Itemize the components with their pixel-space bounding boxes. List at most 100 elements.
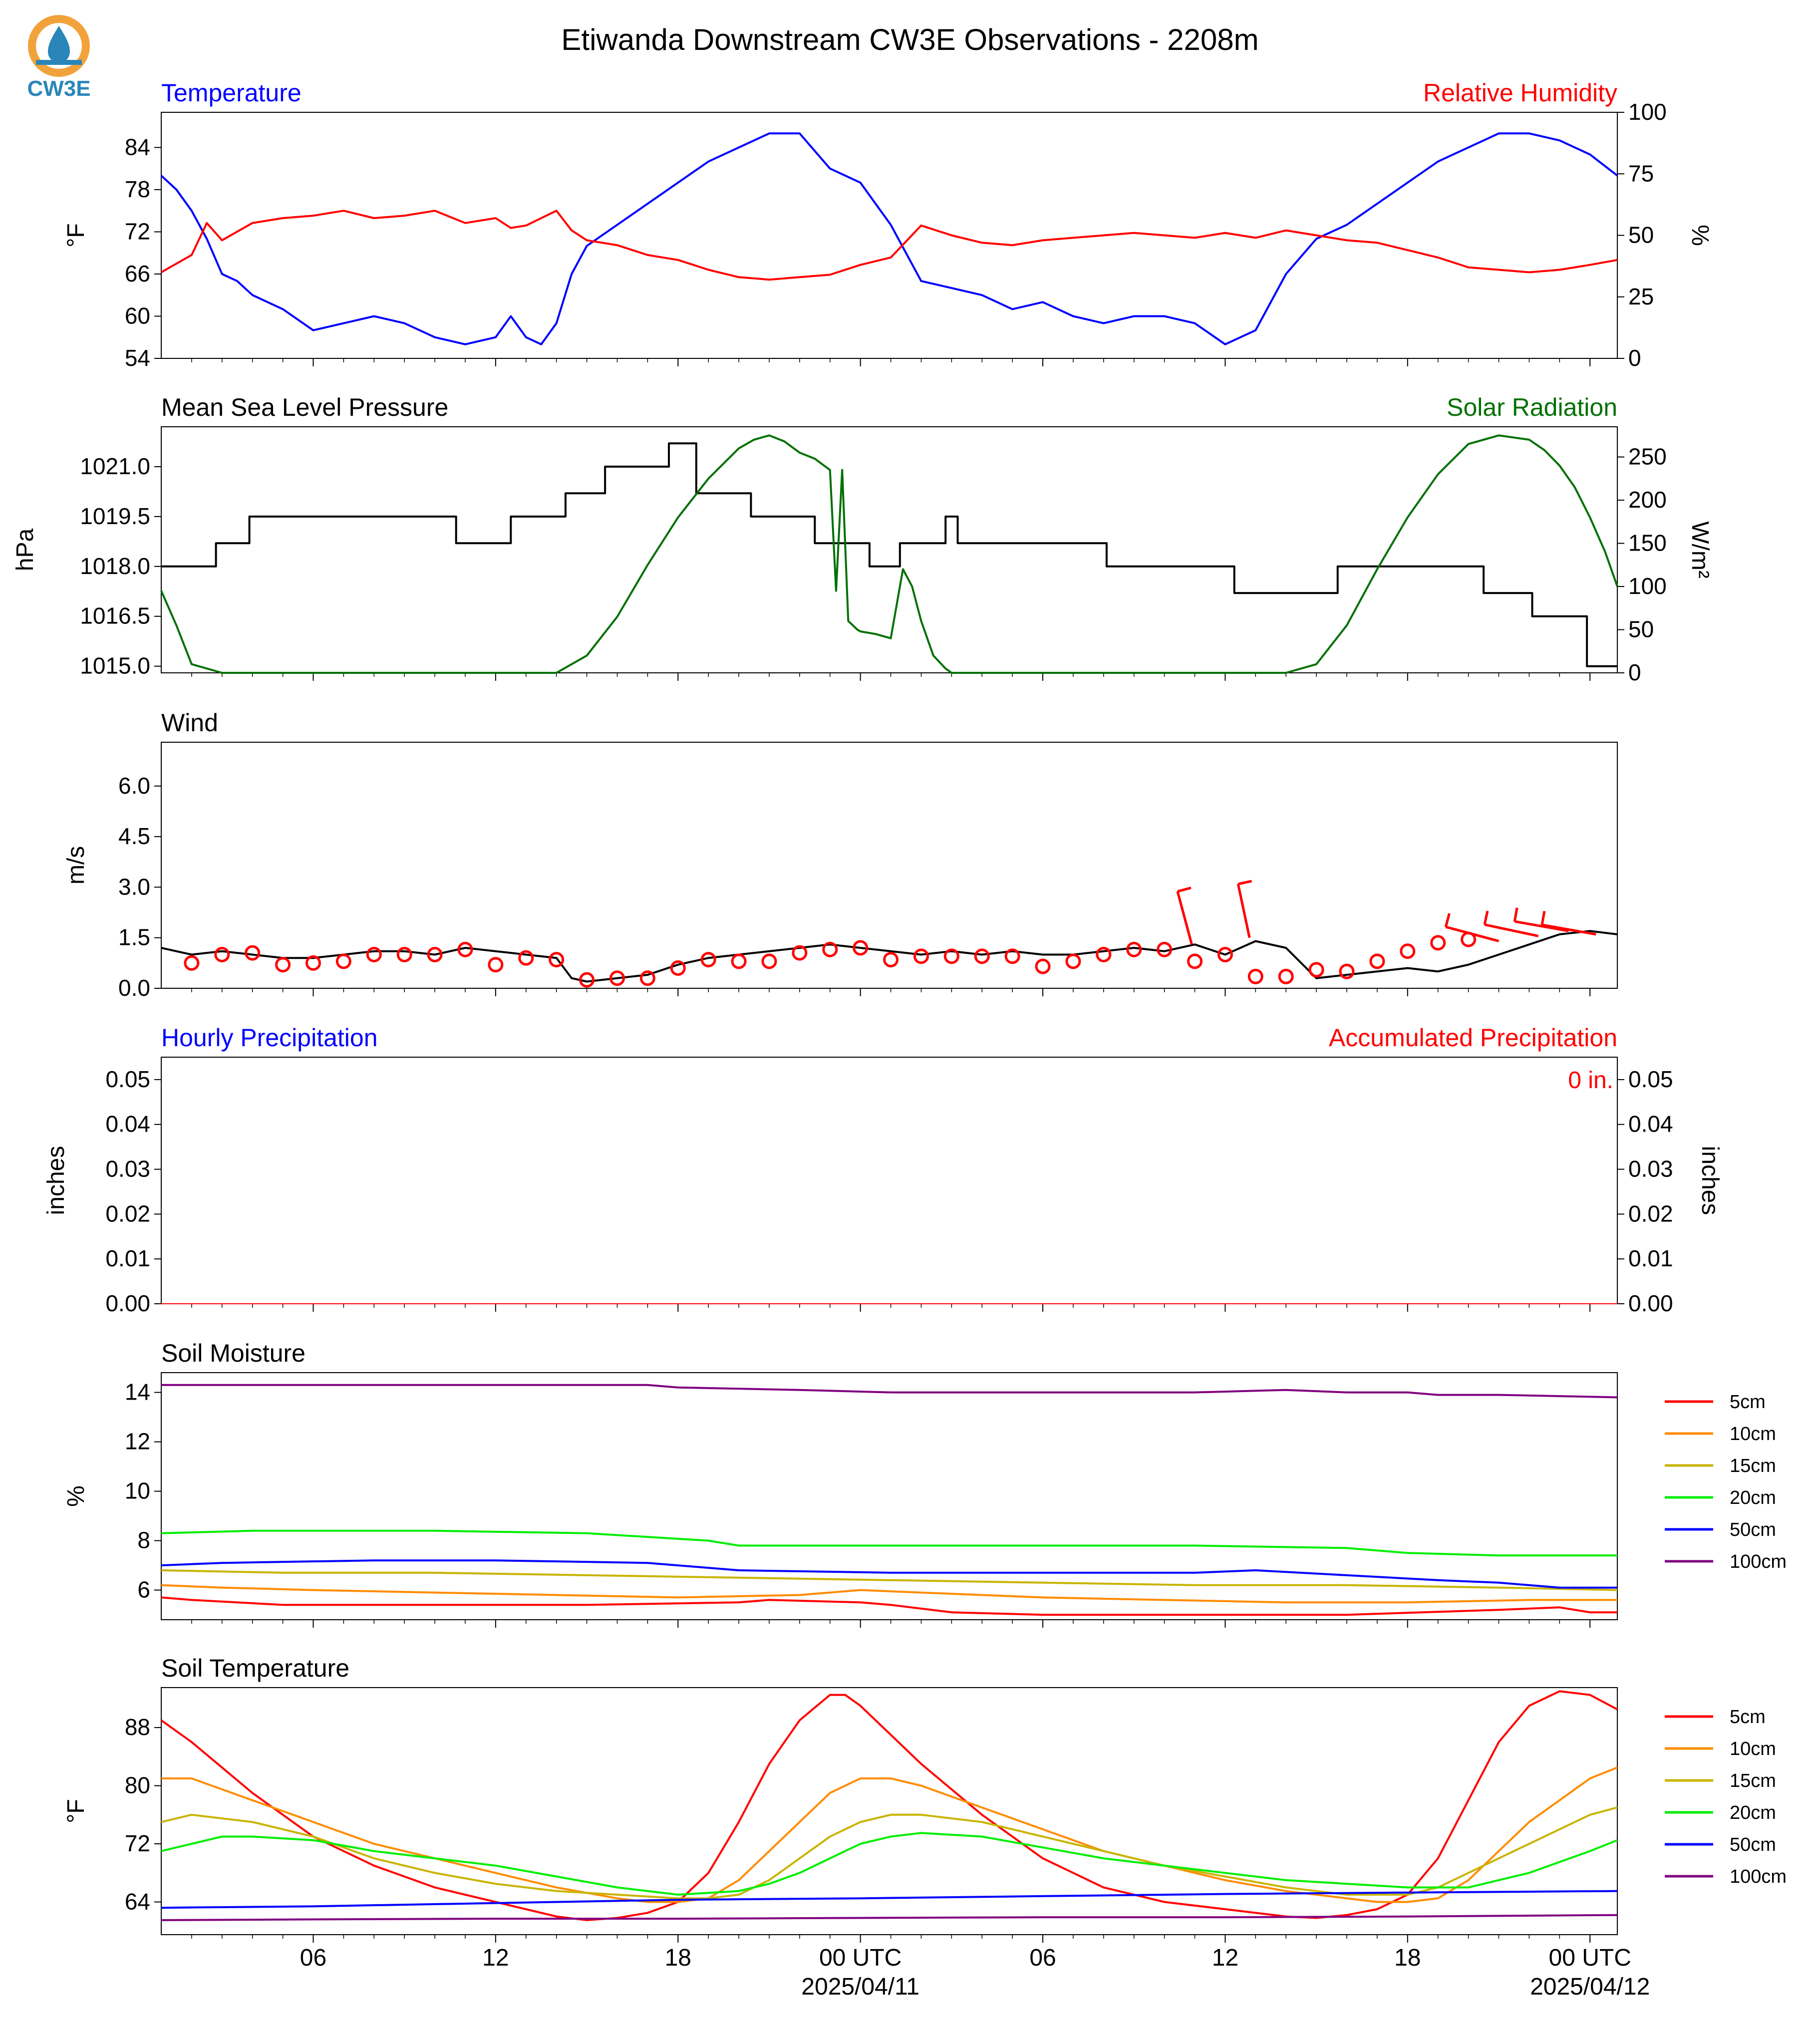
y-tick-label: 1016.5: [80, 603, 150, 629]
y-tick-label: 1.5: [118, 924, 150, 950]
legend-label: 50cm: [1730, 1519, 1776, 1540]
wind-marker: [639, 970, 655, 986]
y2-tick-label: 200: [1628, 487, 1667, 513]
wind-barb: [1445, 925, 1500, 942]
x-date-label: 2025/04/11: [801, 1974, 919, 2000]
wind-marker: [1430, 935, 1446, 951]
series-line-right: [160, 434, 1618, 674]
wind-marker: [1247, 968, 1263, 984]
x-tick-label: 12: [1212, 1945, 1238, 1971]
y-axis-label: %: [63, 1485, 89, 1507]
legend-label: 15cm: [1730, 1455, 1776, 1476]
y-axis-label: inches: [43, 1146, 69, 1215]
wind-marker: [792, 945, 808, 961]
panel-label-left: Mean Sea Level Pressure: [161, 393, 448, 421]
chart-title: Etiwanda Downstream CW3E Observations - …: [561, 23, 1258, 56]
wind-barb-flag: [1513, 907, 1518, 922]
y-tick-label: 0.00: [105, 1290, 150, 1316]
plot-area: [161, 112, 1618, 359]
y2-axis-label: W/m²: [1687, 521, 1713, 579]
panel-3: 6.0 4.5 3.0 1.5 0.0 Wind m/s: [63, 709, 1618, 1001]
logo-text: CW3E: [27, 76, 90, 101]
y-tick-label: 8: [137, 1527, 150, 1553]
x-date-label: 2025/04/12: [1530, 1974, 1650, 2000]
legend-label: 5cm: [1730, 1707, 1766, 1728]
wind-marker: [1308, 962, 1324, 978]
legend-label: 50cm: [1730, 1834, 1776, 1855]
series-line-50cm: [161, 1559, 1617, 1589]
legend-label: 100cm: [1730, 1551, 1787, 1572]
wind-marker: [1400, 943, 1416, 959]
x-tick-label: 06: [1029, 1945, 1056, 1971]
wind-marker: [1217, 946, 1233, 962]
legend-label: 10cm: [1730, 1424, 1776, 1445]
series-line-50cm: [161, 1890, 1618, 1909]
x-tick-label: 12: [482, 1945, 509, 1971]
y-axis-label: hPa: [12, 528, 38, 571]
wind-marker: [943, 948, 959, 964]
y-tick-label: 6: [137, 1577, 150, 1603]
y2-tick-label: 0.02: [1628, 1200, 1673, 1226]
wind-marker: [822, 941, 838, 957]
wind-marker: [427, 946, 443, 962]
y-tick-label: 0.01: [105, 1245, 150, 1271]
y-tick-label: 84: [125, 134, 150, 160]
y-tick-label: 0.0: [118, 975, 150, 1001]
wind-marker: [700, 952, 716, 968]
y-tick-label: 6.0: [118, 773, 150, 799]
wind-marker: [1035, 958, 1051, 974]
y-tick-label: 66: [125, 261, 150, 287]
cw3e-logo: CW3E: [27, 15, 91, 101]
series-line-5cm: [161, 1596, 1617, 1616]
wind-marker: [1278, 968, 1294, 984]
wind-barb-flag: [1540, 910, 1546, 925]
panel-label-right: Accumulated Precipitation: [1329, 1024, 1617, 1052]
wind-marker: [245, 945, 261, 961]
wind-barb-flag: [1444, 913, 1451, 927]
y-tick-label: 0.04: [105, 1111, 150, 1137]
wind-barb-flag: [1237, 879, 1252, 885]
series-line-5cm: [160, 1690, 1618, 1921]
plot-area: [161, 426, 1618, 673]
y2-tick-label: 0.05: [1628, 1066, 1673, 1092]
y2-tick-label: 75: [1628, 160, 1654, 186]
y2-tick-label: 50: [1628, 222, 1654, 248]
panel-label-right: Solar Radiation: [1447, 393, 1617, 421]
logo-ring: [28, 15, 90, 77]
y2-tick-label: 0: [1628, 659, 1641, 685]
y-axis-label: °F: [63, 1799, 89, 1823]
panel-4: 0.05 0.04 0.03 0.02 0.01 0.00 0.05 0.04 0.03 0.02…: [43, 1024, 1723, 1316]
y2-axis-label: %: [1687, 225, 1713, 246]
wind-marker: [305, 955, 321, 971]
y-tick-label: 78: [125, 176, 150, 202]
wind-marker: [396, 946, 412, 962]
wind-marker: [1157, 941, 1173, 957]
wind-marker: [214, 946, 230, 962]
logo-wave: [36, 60, 82, 65]
wind-marker: [275, 957, 291, 973]
y2-tick-label: 50: [1628, 616, 1654, 642]
panel-label-left: Temperature: [161, 79, 302, 107]
series-line-10cm: [161, 1584, 1617, 1604]
y-tick-label: 64: [125, 1888, 150, 1914]
wind-marker: [761, 953, 777, 969]
panel-2: 1021.0 1019.5 1018.0 1016.5 1015.0 250 200 150 1…: [12, 393, 1713, 685]
panel-6: 88 80 72 64 Soil Temperature °F 5cm 10cm 15cm 20c…: [63, 1654, 1787, 1943]
y2-tick-label: 0.00: [1628, 1290, 1673, 1316]
panel-5: 14 12 10 8 6 Soil Moisture% 5cm 10cm 15cm 20cm 50c…: [63, 1339, 1787, 1628]
panel-label-right: Relative Humidity: [1423, 79, 1617, 107]
y2-tick-label: 150: [1628, 530, 1667, 556]
wind-marker: [366, 946, 382, 962]
y-axis-label: m/s: [63, 846, 89, 884]
y2-tick-label: 25: [1628, 284, 1654, 309]
legend-label: 10cm: [1730, 1738, 1776, 1759]
y-tick-label: 0.02: [105, 1200, 150, 1226]
y-tick-label: 1019.5: [80, 503, 150, 529]
y-tick-label: 0.03: [105, 1156, 150, 1182]
y-tick-label: 14: [125, 1379, 150, 1405]
wind-barb: [1541, 923, 1596, 936]
legend-label: 20cm: [1730, 1487, 1776, 1508]
wind-marker: [184, 955, 200, 971]
